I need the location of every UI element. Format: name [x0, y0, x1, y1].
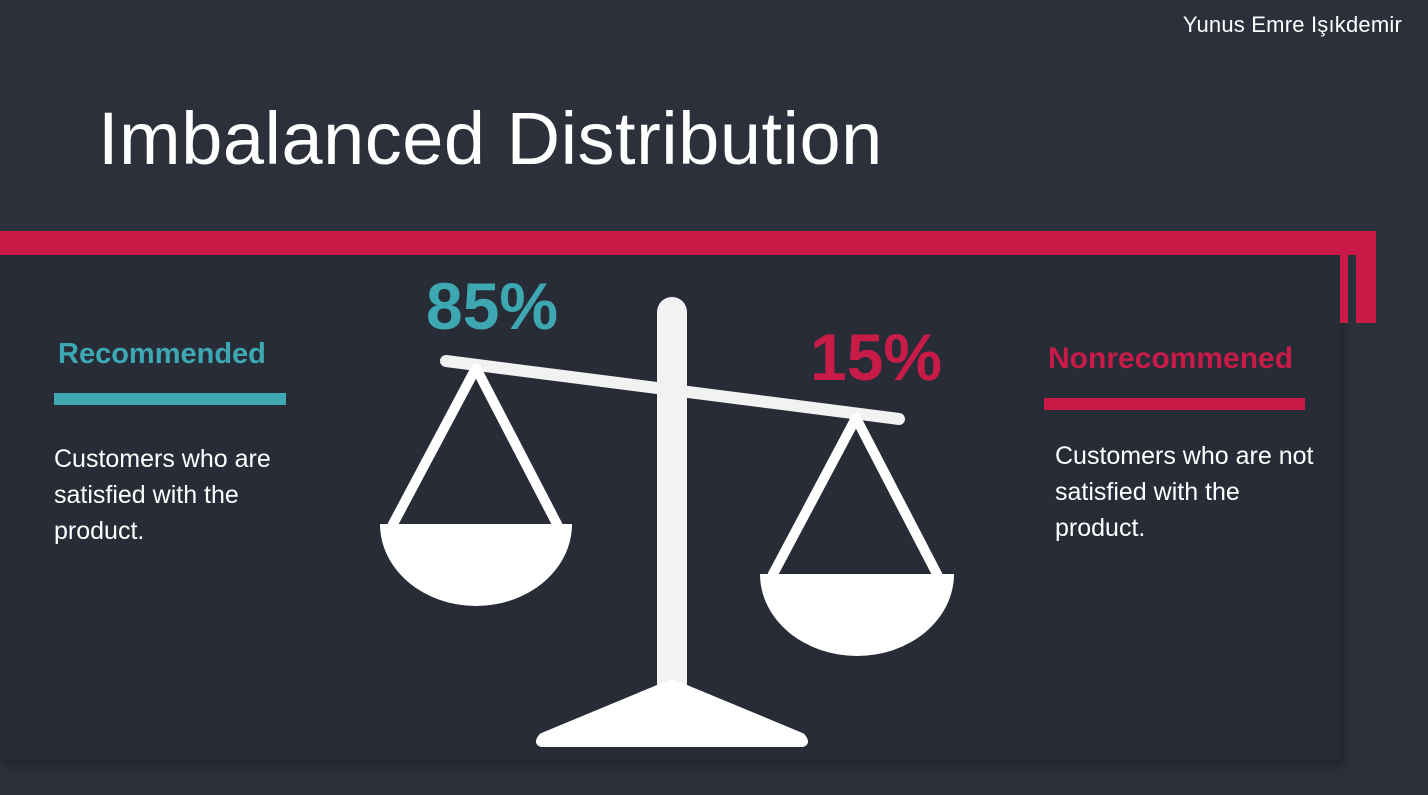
right-pan-strings [767, 413, 943, 579]
nonrecommended-underline [1044, 398, 1305, 410]
nonrecommended-label: Nonrecommened [1048, 342, 1294, 375]
nonrecommended-section: Nonrecommened Customers who are not sati… [1044, 342, 1314, 546]
recommended-section: Recommended Customers who are satisfied … [54, 338, 294, 549]
recommended-description: Customers who are satisfied with the pro… [54, 445, 271, 545]
nonrecommended-percent: 15% [810, 320, 943, 394]
recommended-underline [54, 393, 286, 405]
recommended-label: Recommended [58, 338, 266, 370]
balance-scale-icon [380, 297, 954, 747]
recommended-percent: 85% [426, 269, 559, 343]
accent-bar [0, 231, 1376, 255]
right-pan [760, 574, 954, 656]
author-name: Yunus Emre Işıkdemir [1182, 12, 1402, 37]
nonrecommended-description: Customers who are not satisfied with the… [1055, 442, 1314, 542]
accent-bar-stub [1340, 255, 1348, 323]
left-pan [380, 524, 572, 606]
scale-base [536, 679, 808, 747]
scale-beam [440, 355, 905, 425]
accent-bar-vertical [1356, 231, 1376, 323]
slide-title: Imbalanced Distribution [98, 97, 883, 180]
left-pan-strings [387, 363, 563, 529]
